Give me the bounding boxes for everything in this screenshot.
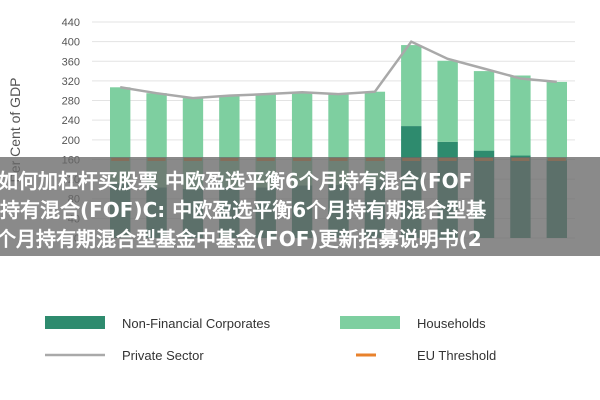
legend-label: Non-Financial Corporates xyxy=(122,316,271,331)
bar-households xyxy=(546,81,567,161)
legend-label: EU Threshold xyxy=(417,348,496,363)
y-tick-label: 360 xyxy=(62,56,80,68)
y-tick-label: 400 xyxy=(62,37,80,49)
legend-label: Private Sector xyxy=(122,348,204,363)
legend-label: Households xyxy=(417,316,486,331)
line-private-sector xyxy=(119,40,557,100)
y-tick-label: 200 xyxy=(62,135,80,147)
y-tick-label: 240 xyxy=(62,115,80,127)
y-axis-label: Per Cent of GDP xyxy=(7,77,23,182)
bar-households xyxy=(510,75,531,156)
banner-line-2[interactable]: 持有混合(FOF)C: 中欧盈选平衡6个月持有期混合型基 xyxy=(0,198,487,222)
bar-households xyxy=(473,71,495,151)
y-tick-label: 280 xyxy=(62,96,80,108)
y-tick-label: 440 xyxy=(62,17,80,29)
banner-line-3[interactable]: 个月持有期混合型基金中基金(FOF)更新招募说明书(2 xyxy=(0,227,482,251)
y-tick-label: 320 xyxy=(62,76,80,88)
banner-line-1[interactable]: 如何加杠杆买股票 中欧盈选平衡6个月持有混合(FOF xyxy=(0,169,473,193)
bar-households xyxy=(401,45,422,127)
article-title-overlay[interactable]: 如何加杠杆买股票 中欧盈选平衡6个月持有混合(FOF 持有混合(FOF)C: 中… xyxy=(0,157,600,256)
bar-households xyxy=(437,60,458,142)
legend-swatch xyxy=(45,316,105,329)
legend-swatch xyxy=(340,316,400,329)
